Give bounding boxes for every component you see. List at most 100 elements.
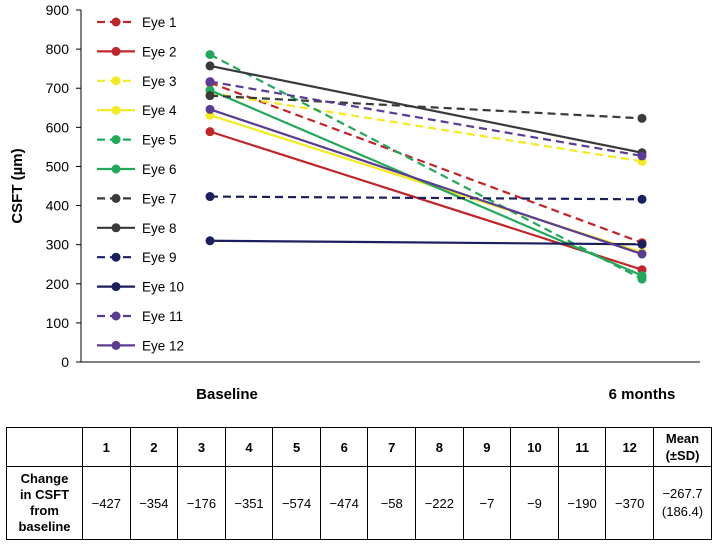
data-point <box>205 77 215 87</box>
table-row: Change in CSFT from baseline −427 −354 −… <box>6 466 712 540</box>
y-tick-label: 600 <box>46 119 70 135</box>
series-line <box>205 236 647 249</box>
csft-change-table: 1 2 3 4 5 6 7 8 9 10 11 12 Mean (±SD) Ch… <box>6 427 712 540</box>
table-cell: −9 <box>510 466 559 540</box>
legend-item: Eye 4 <box>97 103 177 118</box>
legend-label: Eye 4 <box>142 103 177 118</box>
table-cell: −7 <box>462 466 512 540</box>
data-point <box>205 104 215 114</box>
table-cell: −58 <box>367 466 417 540</box>
row-label-line: from <box>30 503 59 518</box>
legend-marker <box>111 282 121 292</box>
series-segment <box>209 239 643 246</box>
table-header-cell: 10 <box>510 427 559 467</box>
table-cell: −354 <box>129 466 179 540</box>
csft-line-chart: 0 100 200 300 400 500 600 700 800 900 CSFT (µm) B… <box>9 2 700 403</box>
table-cell: −222 <box>415 466 464 540</box>
series-line <box>205 77 647 161</box>
data-point <box>205 236 215 246</box>
series-segment <box>209 91 643 163</box>
y-tick-label: 300 <box>46 237 70 253</box>
legend-label: Eye 5 <box>142 133 177 148</box>
legend-item: Eye 8 <box>97 221 177 236</box>
legend: Eye 1 Eye 2 Eye 3 Eye 4 Eye 5 Eye 6 Eye 7 Eye 8… <box>97 15 184 353</box>
x-category-label: 6 months <box>609 386 676 403</box>
y-tick-label: 700 <box>46 80 70 96</box>
table-header-cell: 4 <box>224 427 274 467</box>
legend-item: Eye 10 <box>97 280 184 295</box>
series-segment <box>209 108 643 256</box>
data-point <box>205 192 215 202</box>
legend-label: Eye 9 <box>142 250 177 265</box>
table-cell: −176 <box>177 466 226 540</box>
series-line <box>205 104 647 259</box>
data-point <box>205 91 215 101</box>
data-point <box>637 113 647 123</box>
table-header-cell: 7 <box>367 427 417 467</box>
data-point <box>637 151 647 161</box>
table-header-cell: 1 <box>82 427 131 467</box>
mean-header-line1: Mean <box>665 431 700 446</box>
y-tick-label: 100 <box>46 315 70 331</box>
series-line <box>205 192 647 204</box>
legend-item: Eye 6 <box>97 162 177 177</box>
mean-value-cell: −267.7 (186.4) <box>653 466 712 540</box>
legend-item: Eye 5 <box>97 133 177 148</box>
legend-marker <box>111 311 121 321</box>
y-tick-label: 500 <box>46 158 70 174</box>
table-header-cell: 12 <box>605 427 654 467</box>
legend-item: Eye 1 <box>97 15 177 30</box>
data-point <box>205 127 215 137</box>
legend-marker <box>111 76 121 86</box>
legend-item: Eye 7 <box>97 191 177 206</box>
legend-item: Eye 3 <box>97 74 177 89</box>
table-header-cell: 6 <box>319 427 369 467</box>
series-segment <box>209 64 643 154</box>
legend-label: Eye 8 <box>142 221 177 236</box>
data-point <box>205 50 215 60</box>
legend-label: Eye 3 <box>142 74 177 89</box>
table-header-row: 1 2 3 4 5 6 7 8 9 10 11 12 Mean (±SD) <box>6 427 712 467</box>
legend-marker <box>111 46 121 56</box>
table-header-cell: 11 <box>557 427 607 467</box>
series-segment <box>209 81 643 244</box>
legend-item: Eye 9 <box>97 250 177 265</box>
chart-axes <box>76 9 700 363</box>
row-label-line: baseline <box>18 519 71 534</box>
mean-value-line2: (186.4) <box>661 504 704 519</box>
table-header-cell <box>6 427 83 467</box>
legend-label: Eye 10 <box>142 280 184 295</box>
legend-label: Eye 1 <box>142 15 177 30</box>
table-header-cell: 9 <box>462 427 512 467</box>
data-point <box>205 61 215 71</box>
series-segment <box>209 89 643 277</box>
row-label-line: Change <box>20 471 69 486</box>
legend-label: Eye 2 <box>142 44 177 59</box>
mean-value-line1: −267.7 <box>662 486 703 501</box>
y-tick-label: 800 <box>46 41 70 57</box>
series-line <box>205 78 647 248</box>
legend-label: Eye 12 <box>142 338 184 353</box>
legend-label: Eye 11 <box>142 309 183 324</box>
table-cell: −427 <box>82 466 131 540</box>
legend-marker <box>111 105 121 115</box>
y-tick-labels: 0 100 200 300 400 500 600 700 800 900 <box>46 2 70 370</box>
legend-marker <box>111 340 121 350</box>
series-lines <box>205 50 647 284</box>
legend-marker <box>111 252 121 262</box>
table-cell: −574 <box>272 466 321 540</box>
legend-item: Eye 12 <box>97 338 184 353</box>
row-label-cell: Change in CSFT from baseline <box>6 466 83 540</box>
series-segment <box>209 94 643 120</box>
legend-marker <box>111 193 121 203</box>
legend-item: Eye 11 <box>97 309 183 324</box>
series-line <box>205 88 647 166</box>
legend-item: Eye 2 <box>97 44 177 59</box>
x-category-labels: Baseline 6 months <box>196 386 675 403</box>
x-category-label: Baseline <box>196 386 258 403</box>
series-segment <box>209 130 643 271</box>
y-tick-label: 0 <box>61 354 69 370</box>
legend-marker <box>111 223 121 233</box>
table-header-cell: 8 <box>415 427 464 467</box>
table-header-cell: 5 <box>272 427 321 467</box>
